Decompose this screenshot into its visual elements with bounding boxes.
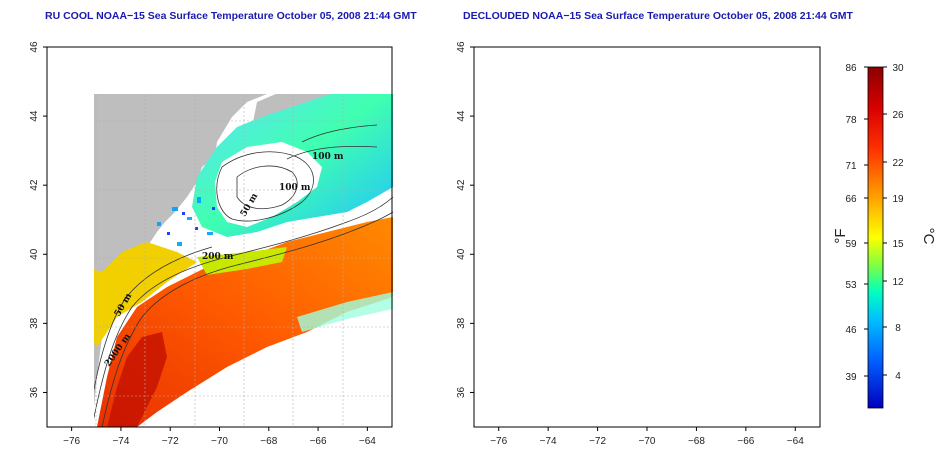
y-tick-label: 46	[29, 41, 40, 53]
y-tick-label: 38	[456, 317, 467, 329]
contour-label: 50 m	[540, 291, 561, 318]
contour-label: 200 m	[202, 252, 234, 262]
x-tick-label: −74	[112, 436, 129, 447]
colorbar: 86 78 71 66 59 53 46 39 30 26 22 19 15 12 8 4 °F °C	[832, 63, 937, 409]
colorbar-f-label: 53	[845, 280, 857, 291]
contour-label: 200 m	[629, 252, 661, 262]
x-tick-label: −68	[260, 436, 277, 447]
colorbar-c-label: 30	[892, 63, 904, 74]
y-tick-label: 42	[29, 179, 40, 191]
colorbar-c-label: 15	[892, 239, 904, 250]
colorbar-c-label: 8	[895, 323, 901, 334]
right-panel-title: DECLOUDED NOAA−15 Sea Surface Temperatur…	[463, 10, 853, 22]
colorbar-f-label: 86	[845, 63, 857, 74]
colorbar-f-label: 46	[845, 325, 857, 336]
contour-label: 100 m	[739, 152, 771, 162]
y-tick-label: 42	[456, 179, 467, 191]
celsius-unit-label: °C	[920, 228, 937, 245]
x-tick-label: −76	[63, 436, 80, 447]
colorbar-f-label: 71	[845, 161, 857, 172]
axis-ticks: −76 −74 −72 −70 −68 −66 −64 36 38 40 42 44 46 −76 −74 −…	[29, 41, 804, 447]
contour-label: 100 m	[312, 152, 344, 162]
right-map-panel: 100 m 100 m 50 m 200 m 50 m 2000 m	[473, 46, 821, 428]
x-tick-label: −72	[162, 436, 179, 447]
left-map-panel: 100 m 100 m 50 m 200 m 50 m 2000 m	[46, 46, 394, 428]
x-tick-label: −68	[688, 436, 705, 447]
y-tick-label: 38	[29, 317, 40, 329]
x-tick-label: −70	[639, 436, 656, 447]
contour-label: 100 m	[279, 183, 311, 193]
fahrenheit-unit-label: °F	[832, 228, 849, 243]
x-tick-label: −64	[787, 436, 804, 447]
colorbar-gradient	[867, 66, 884, 409]
colorbar-f-label: 39	[845, 372, 857, 383]
colorbar-c-label: 4	[895, 371, 901, 382]
right-map-frame	[473, 46, 821, 428]
y-tick-label: 44	[456, 110, 467, 122]
x-tick-label: −72	[589, 436, 606, 447]
x-tick-label: −70	[211, 436, 228, 447]
colorbar-f-label: 66	[845, 194, 857, 205]
x-tick-label: −74	[540, 436, 557, 447]
contour-label: 100 m	[706, 183, 738, 193]
contour-label: 2000 m	[530, 332, 560, 369]
y-tick-label: 36	[456, 386, 467, 398]
x-tick-label: −76	[490, 436, 507, 447]
contour-label: 50 m	[666, 191, 687, 218]
x-tick-label: −66	[737, 436, 754, 447]
colorbar-f-label: 78	[845, 115, 857, 126]
y-tick-label: 44	[29, 110, 40, 122]
x-tick-label: −66	[310, 436, 327, 447]
y-tick-label: 36	[29, 386, 40, 398]
y-tick-label: 40	[456, 248, 467, 260]
left-panel-title: RU COOL NOAA−15 Sea Surface Temperature …	[45, 10, 417, 22]
colorbar-c-label: 26	[892, 110, 904, 121]
colorbar-c-label: 22	[892, 158, 904, 169]
y-tick-label: 40	[29, 248, 40, 260]
x-tick-label: −64	[359, 436, 376, 447]
colorbar-c-label: 19	[892, 194, 904, 205]
colorbar-f-label: 59	[845, 239, 857, 250]
y-tick-label: 46	[456, 41, 467, 53]
colorbar-c-label: 12	[892, 277, 904, 288]
